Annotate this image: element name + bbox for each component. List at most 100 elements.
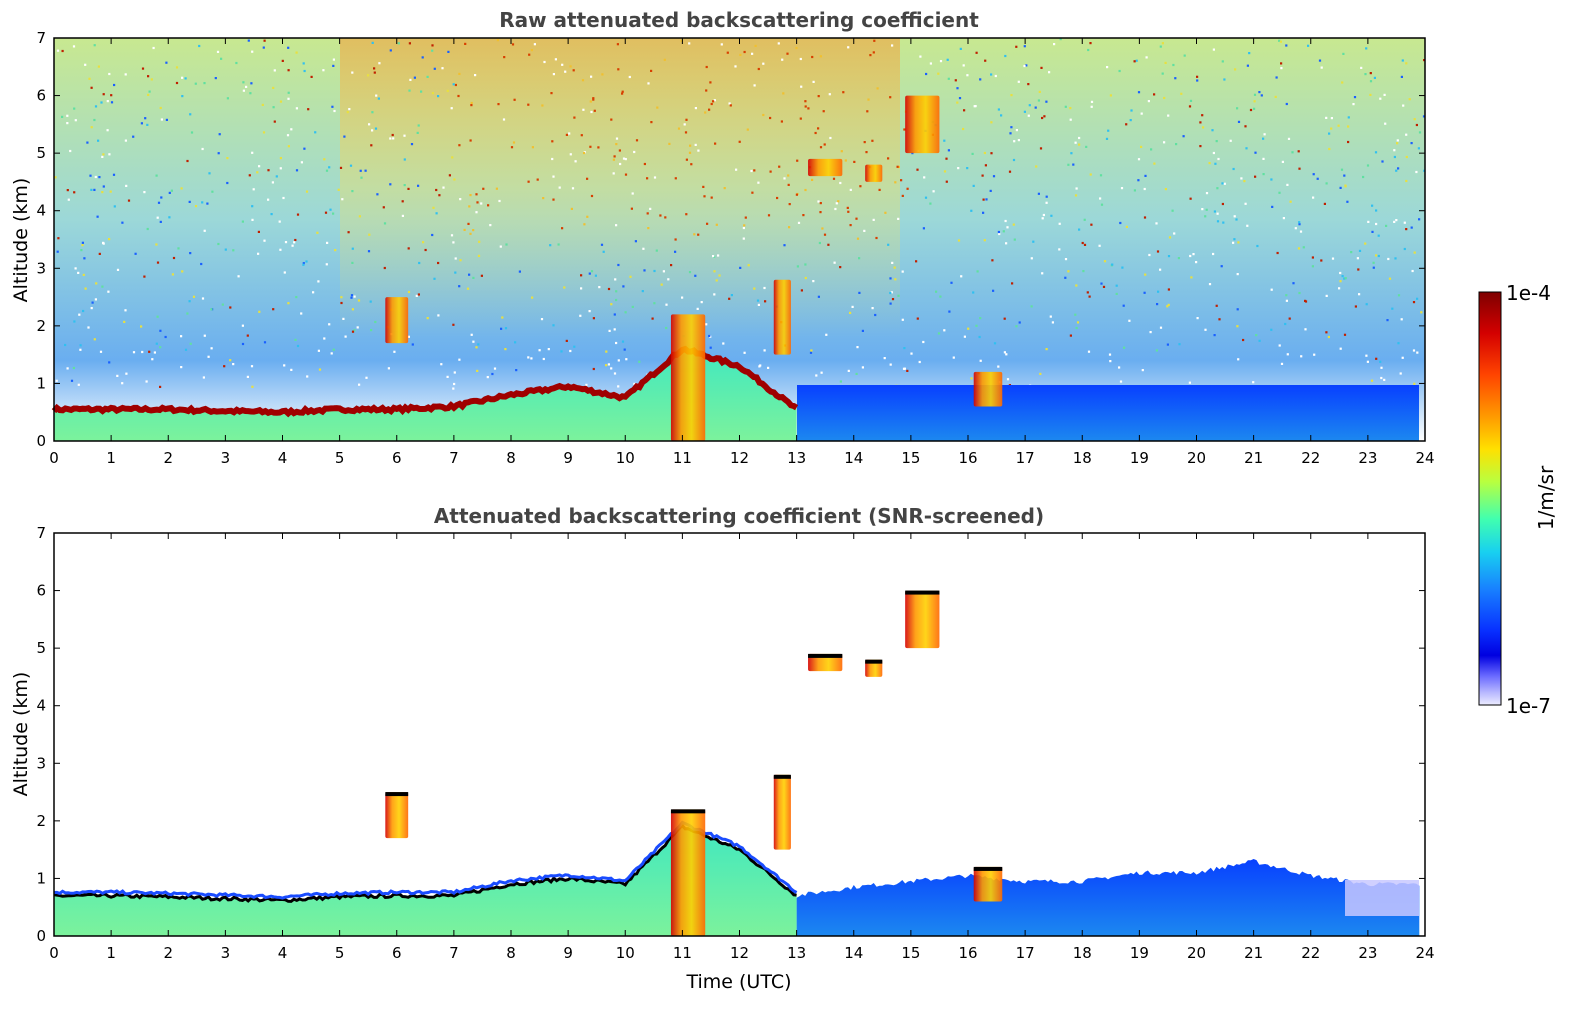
noise-speckle	[697, 233, 700, 236]
noise-speckle	[1166, 305, 1169, 308]
noise-speckle	[145, 380, 148, 383]
noise-speckle	[1312, 173, 1315, 176]
noise-speckle	[989, 189, 992, 192]
noise-speckle	[709, 81, 712, 84]
noise-speckle	[159, 329, 162, 332]
noise-speckle	[1383, 378, 1386, 381]
noise-speckle	[370, 329, 373, 332]
noise-speckle	[1023, 110, 1026, 113]
noise-speckle	[982, 198, 985, 201]
noise-speckle	[538, 349, 541, 352]
noise-speckle	[618, 149, 621, 152]
noise-speckle	[869, 54, 872, 57]
noise-speckle	[383, 222, 387, 225]
noise-speckle	[325, 263, 328, 266]
noise-speckle	[1328, 147, 1331, 151]
noise-speckle	[631, 192, 634, 195]
noise-speckle	[1045, 100, 1048, 103]
noise-speckle	[536, 178, 539, 181]
noise-speckle	[807, 107, 810, 110]
noise-speckle	[504, 348, 507, 351]
noise-speckle	[858, 257, 861, 260]
noise-speckle	[226, 157, 229, 160]
noise-speckle	[889, 96, 892, 99]
noise-speckle	[258, 165, 261, 168]
noise-speckle	[73, 191, 76, 194]
y-tick-label: 6	[36, 87, 46, 105]
noise-speckle	[1401, 59, 1404, 62]
noise-speckle	[94, 175, 97, 179]
noise-speckle	[607, 363, 610, 366]
noise-speckle	[705, 65, 708, 69]
noise-speckle	[413, 76, 416, 79]
noise-speckle	[1100, 282, 1103, 285]
noise-speckle	[81, 241, 84, 244]
noise-speckle	[674, 238, 677, 241]
cloud-feature	[670, 809, 706, 936]
colorbar: 1e-4 1e-7 1/m/sr	[1478, 281, 1558, 718]
noise-speckle	[1164, 188, 1167, 191]
noise-speckle	[296, 344, 300, 348]
noise-speckle	[853, 160, 856, 163]
noise-speckle	[1215, 304, 1218, 307]
noise-speckle	[851, 305, 854, 308]
noise-speckle	[1157, 290, 1160, 293]
noise-speckle	[470, 333, 473, 336]
noise-speckle	[1388, 277, 1392, 280]
noise-speckle	[615, 341, 618, 345]
noise-speckle	[751, 191, 754, 194]
noise-speckle	[106, 100, 109, 103]
noise-speckle	[565, 339, 568, 342]
raw-noise-speckle	[54, 38, 1426, 392]
noise-speckle	[1276, 251, 1279, 255]
noise-speckle	[839, 266, 842, 269]
noise-speckle	[242, 81, 245, 84]
noise-speckle	[601, 73, 604, 76]
noise-speckle	[656, 106, 659, 109]
noise-speckle	[1356, 257, 1359, 260]
x-tick-label: 2	[163, 449, 173, 467]
noise-speckle	[1358, 249, 1362, 252]
x-tick-label: 23	[1358, 449, 1377, 467]
noise-speckle	[251, 218, 254, 221]
noise-speckle	[742, 226, 745, 230]
x-tick-label: 21	[1244, 449, 1263, 467]
noise-speckle	[235, 61, 238, 65]
noise-speckle	[1415, 123, 1418, 127]
noise-speckle	[1365, 47, 1368, 50]
noise-speckle	[431, 44, 434, 47]
noise-speckle	[557, 243, 560, 246]
noise-speckle	[389, 49, 392, 52]
noise-speckle	[1074, 141, 1077, 144]
noise-speckle	[981, 174, 984, 177]
noise-speckle	[804, 188, 807, 192]
noise-speckle	[1004, 219, 1007, 223]
noise-speckle	[811, 178, 814, 181]
noise-speckle	[901, 194, 904, 197]
noise-speckle	[586, 177, 589, 180]
noise-speckle	[861, 329, 864, 332]
noise-speckle	[382, 206, 385, 209]
noise-speckle	[1005, 242, 1008, 245]
noise-speckle	[108, 72, 111, 76]
noise-speckle	[392, 137, 395, 140]
noise-speckle	[73, 320, 76, 323]
noise-speckle	[94, 105, 98, 108]
noise-speckle	[421, 56, 424, 59]
noise-speckle	[781, 58, 784, 61]
noise-speckle	[1323, 202, 1326, 205]
noise-speckle	[160, 196, 163, 199]
noise-speckle	[184, 77, 187, 80]
noise-speckle	[651, 317, 654, 320]
noise-speckle	[1339, 186, 1342, 189]
x-tick-label: 9	[563, 944, 573, 962]
x-tick-label: 6	[392, 944, 402, 962]
noise-speckle	[876, 87, 879, 90]
noise-speckle	[1120, 187, 1124, 190]
noise-speckle	[683, 123, 686, 126]
noise-speckle	[1343, 277, 1346, 280]
noise-speckle	[979, 78, 982, 81]
noise-speckle	[442, 186, 445, 189]
x-tick-label: 18	[1073, 944, 1092, 962]
noise-speckle	[113, 205, 116, 208]
